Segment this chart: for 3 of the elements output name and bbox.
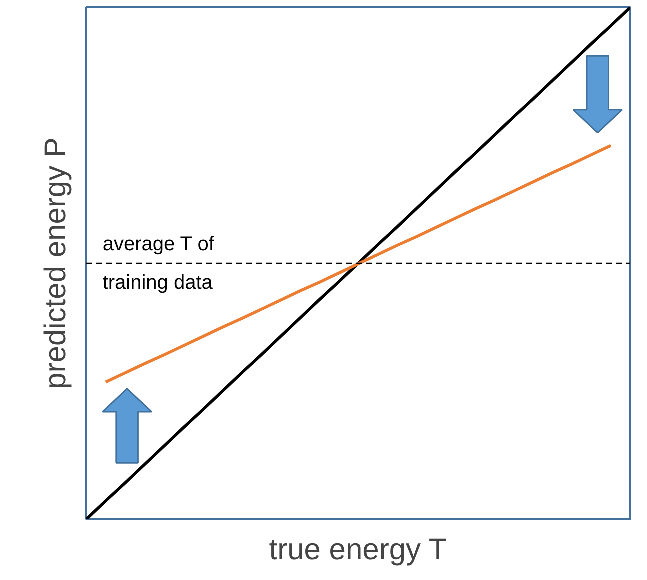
ref-line-label: average T of training data [102, 233, 215, 294]
y-axis-title: predicted energy P [40, 138, 72, 390]
x-axis-title: true energy T [269, 534, 448, 566]
